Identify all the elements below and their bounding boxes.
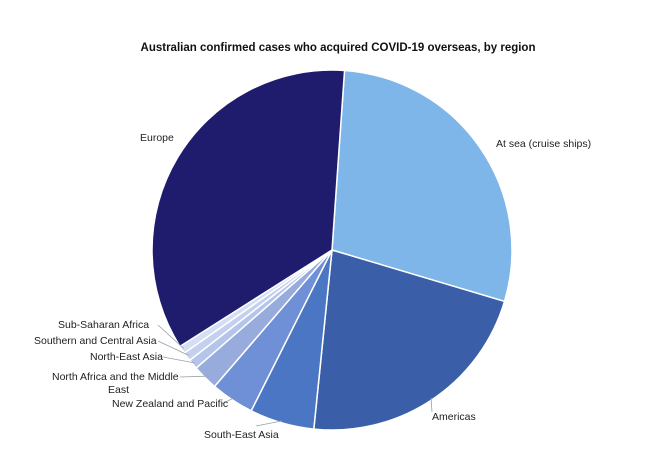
slice-label-at-sea: At sea (cruise ships) [496,138,591,150]
chart-title: Australian confirmed cases who acquired … [141,42,536,54]
leader-line [157,340,189,356]
slice-label-southern-central-asia: Southern and Central Asia [34,335,157,347]
leader-line [221,397,234,405]
slice-label-new-zealand-pacific: New Zealand and Pacific [112,398,228,410]
slice-label-europe: Europe [140,132,174,144]
pie-slice-at-sea-cruise-ships [331,69,513,303]
leader-line [162,356,195,364]
leader-line [157,324,185,349]
slice-label-north-africa-middle-east: North Africa and the Middle East [52,371,182,396]
leader-lines [157,324,433,427]
leader-line [179,375,207,378]
slice-label-sub-saharan-africa: Sub-Saharan Africa [58,319,149,331]
slice-label-north-east-asia: North-East Asia [90,351,163,363]
leader-line [255,420,283,427]
slice-label-americas: Americas [432,411,476,423]
slice-label-south-east-asia: South-East Asia [204,429,279,441]
pie-slice-americas [312,249,506,431]
pie-slice-europe [151,69,346,348]
pie-slices [151,69,513,431]
leader-line [430,397,433,413]
